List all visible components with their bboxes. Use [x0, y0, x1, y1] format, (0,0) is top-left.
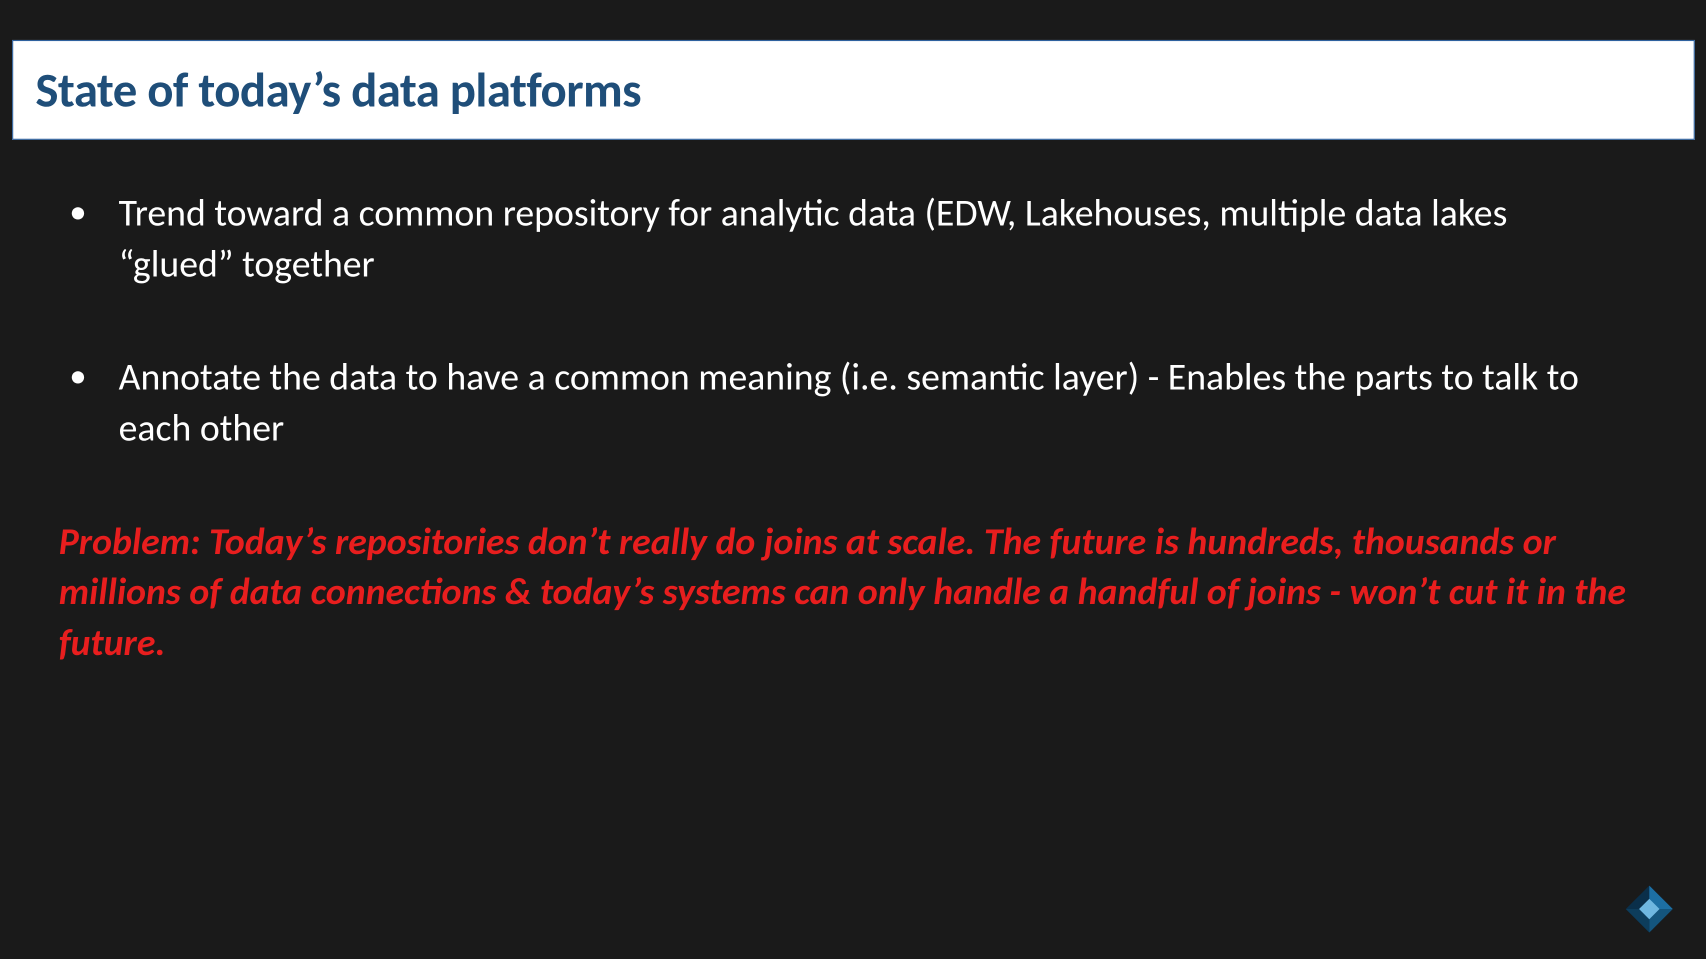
- problem-statement: Problem: Today’s repositories don’t real…: [56, 517, 1628, 670]
- bullet-item: Annotate the data to have a common meani…: [56, 353, 1628, 455]
- slide-title: State of today’s data platforms: [35, 60, 641, 120]
- bullet-item: Trend toward a common repository for ana…: [56, 189, 1628, 291]
- title-bar: State of today’s data platforms: [12, 40, 1695, 140]
- slide: State of today’s data platforms Trend to…: [1, 0, 1706, 959]
- slide-content: Trend toward a common repository for ana…: [56, 189, 1628, 670]
- diamond-logo-icon: [1623, 884, 1674, 935]
- bullet-list: Trend toward a common repository for ana…: [56, 189, 1628, 455]
